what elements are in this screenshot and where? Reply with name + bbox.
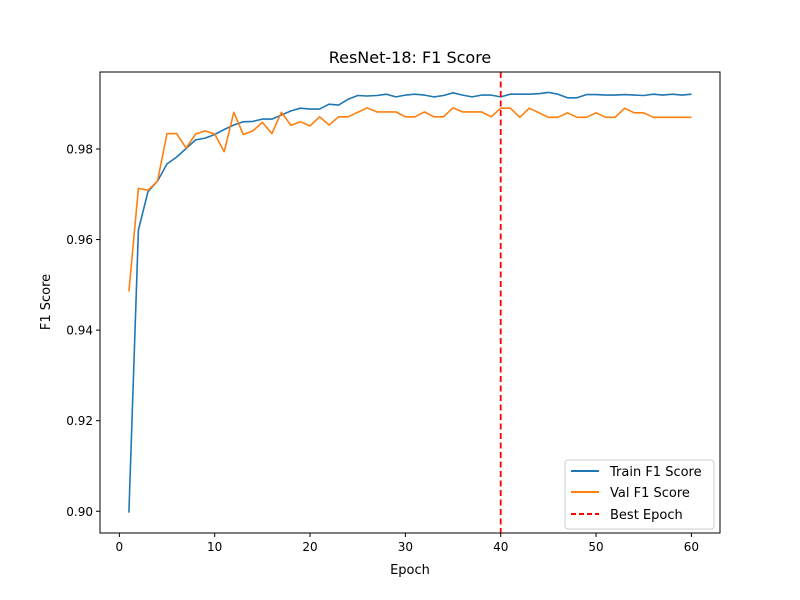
y-tick-label: 0.98 bbox=[66, 142, 93, 156]
legend-val-label: Val F1 Score bbox=[610, 486, 690, 501]
legend: Train F1 Score Val F1 Score Best Epoch bbox=[564, 459, 715, 530]
legend-box bbox=[564, 459, 715, 530]
x-tick-label: 50 bbox=[588, 540, 603, 554]
x-axis-ticks: 0 10 20 30 40 50 60 bbox=[116, 533, 699, 554]
x-tick-label: 60 bbox=[684, 540, 699, 554]
x-tick-label: 10 bbox=[207, 540, 222, 554]
legend-best-epoch-label: Best Epoch bbox=[610, 508, 683, 523]
x-tick-label: 40 bbox=[493, 540, 508, 554]
y-tick-label: 0.90 bbox=[66, 505, 93, 519]
axes-frame bbox=[99, 71, 721, 534]
series-line-train bbox=[128, 91, 692, 513]
y-tick-label: 0.94 bbox=[66, 324, 93, 338]
y-tick-label: 0.92 bbox=[66, 414, 93, 428]
y-tick-label: 0.96 bbox=[66, 233, 93, 247]
y-axis-ticks: 0.90 0.92 0.94 0.96 0.98 bbox=[66, 142, 100, 519]
plot-area bbox=[128, 72, 692, 533]
y-axis-label: F1 Score bbox=[39, 274, 54, 330]
x-tick-label: 0 bbox=[116, 540, 124, 554]
legend-train-label: Train F1 Score bbox=[609, 465, 702, 480]
chart-title: ResNet-18: F1 Score bbox=[329, 48, 492, 67]
x-tick-label: 20 bbox=[302, 540, 317, 554]
series-line-val bbox=[128, 107, 692, 292]
x-tick-label: 30 bbox=[398, 540, 413, 554]
x-axis-label: Epoch bbox=[390, 563, 430, 578]
